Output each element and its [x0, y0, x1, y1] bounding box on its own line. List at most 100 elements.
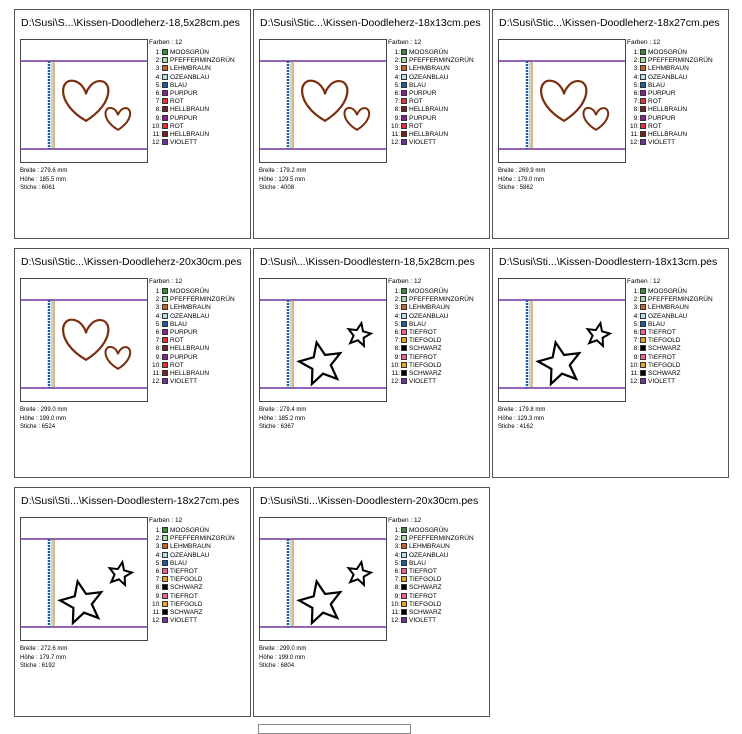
color-swatch	[640, 106, 646, 113]
color-name: HELLBRAUN	[409, 131, 449, 138]
stat-line: Breite : 179.2 mm	[259, 168, 307, 174]
color-swatch	[401, 106, 407, 113]
color-name: LEHMBRAUN	[409, 304, 450, 312]
color-row: 2: PFEFFERMINZGRÜN	[627, 296, 713, 304]
color-swatch	[401, 122, 407, 129]
color-row: 3: LEHMBRAUN	[149, 65, 211, 73]
color-number: 5:	[155, 559, 161, 567]
color-name: BLAU	[409, 559, 426, 567]
color-swatch	[401, 296, 407, 303]
color-name: VIOLETT	[170, 378, 198, 386]
color-swatch	[162, 131, 168, 137]
color-name: SCHWARZ	[648, 345, 681, 353]
color-name: HELLBRAUN	[170, 370, 210, 377]
color-number: 9:	[155, 592, 161, 600]
color-row: 6: TIEFROT	[388, 329, 437, 337]
hoop-frame	[259, 517, 387, 641]
stat-line: Stiche : 6367	[259, 424, 295, 430]
color-name: HELLBRAUN	[170, 106, 210, 114]
color-swatch	[162, 312, 168, 319]
color-number: 2:	[394, 535, 400, 543]
color-name: LEHMBRAUN	[648, 65, 689, 73]
stat-line: Breite : 299.0 mm	[20, 407, 68, 413]
color-name: VIOLETT	[409, 617, 437, 625]
stat-line: Stiche : 4008	[259, 185, 295, 191]
color-name: TIEFGOLD	[648, 337, 681, 345]
color-row: 4: OZEANBLAU	[388, 312, 448, 321]
color-name: MOOSGRÜN	[170, 49, 209, 56]
color-row: 6: TIEFROT	[149, 568, 198, 576]
color-row: 6: PURPUR	[149, 329, 197, 337]
color-row: 3: LEHMBRAUN	[388, 65, 450, 73]
color-row: 1: MOOSGRÜN	[627, 49, 687, 57]
color-name: ROT	[170, 122, 184, 130]
color-name: LEHMBRAUN	[170, 304, 211, 312]
color-swatch	[640, 296, 646, 303]
color-swatch	[162, 370, 168, 376]
star-small	[585, 320, 613, 349]
color-swatch	[162, 576, 168, 583]
color-row: 5: BLAU	[388, 559, 426, 568]
color-name: BLAU	[170, 81, 187, 89]
color-swatch	[640, 81, 646, 88]
color-row: 11: HELLBRAUN	[149, 131, 209, 139]
color-row: 10: ROT	[627, 122, 662, 131]
color-row: 5: BLAU	[149, 559, 187, 568]
color-swatch	[401, 584, 407, 591]
stat-line: Höhe : 185.2 mm	[259, 415, 306, 422]
color-swatch	[640, 131, 646, 137]
color-name: PURPUR	[170, 90, 198, 97]
color-number: 1:	[394, 49, 400, 56]
heart-small	[343, 107, 371, 131]
color-name: SCHWARZ	[409, 609, 442, 616]
color-number: 7:	[155, 337, 161, 345]
color-number: 8:	[155, 584, 161, 592]
color-row: 11: HELLBRAUN	[388, 131, 448, 139]
color-row: 9: PURPUR	[149, 114, 197, 123]
color-swatch	[640, 73, 646, 80]
file-title: D:\Susi\Stic...\Kissen-Doodleherz-20x30c…	[21, 256, 242, 268]
color-name: VIOLETT	[648, 378, 676, 386]
color-number: 1:	[633, 288, 639, 295]
color-row: 7: TIEFGOLD	[388, 337, 442, 345]
color-name: PURPUR	[409, 114, 437, 122]
color-row: 12: VIOLETT	[627, 378, 675, 386]
color-swatch	[162, 114, 168, 121]
star-small	[346, 559, 374, 588]
color-name: TIEFROT	[409, 353, 437, 361]
color-name: MOOSGRÜN	[409, 527, 448, 534]
color-swatch	[401, 576, 407, 583]
heart-small	[104, 346, 132, 370]
color-number: 10:	[151, 600, 161, 608]
colors-title: Farben : 12	[388, 517, 422, 524]
heart-large	[540, 79, 588, 123]
color-row: 2: PFEFFERMINZGRÜN	[388, 57, 474, 65]
color-swatch	[162, 49, 168, 55]
color-swatch	[640, 361, 646, 368]
color-swatch	[401, 617, 407, 624]
color-number: 9:	[394, 353, 400, 361]
color-row: 3: LEHMBRAUN	[627, 304, 689, 312]
color-row: 5: BLAU	[627, 320, 665, 329]
color-swatch	[162, 98, 168, 105]
color-number: 4:	[155, 312, 161, 320]
color-number: 9:	[155, 114, 161, 122]
color-row: 1: MOOSGRÜN	[627, 288, 687, 296]
color-name: HELLBRAUN	[409, 106, 449, 114]
color-name: TIEFGOLD	[409, 600, 442, 608]
color-swatch	[162, 609, 168, 615]
file-card: D:\Susi\Sti...\Kissen-Doodlestern-18x27c…	[14, 487, 251, 717]
color-row: 5: BLAU	[388, 320, 426, 329]
color-number: 7:	[394, 98, 400, 106]
scroll-box	[258, 724, 411, 734]
color-name: PFEFFERMINZGRÜN	[170, 535, 235, 543]
color-number: 12:	[629, 139, 639, 147]
color-swatch	[162, 57, 168, 64]
color-name: OZEANBLAU	[409, 73, 449, 81]
color-row: 4: OZEANBLAU	[388, 551, 448, 560]
color-swatch	[401, 378, 407, 385]
color-number: 10:	[390, 122, 400, 130]
color-swatch	[640, 114, 646, 121]
color-name: TIEFGOLD	[648, 361, 681, 369]
color-swatch	[401, 81, 407, 88]
